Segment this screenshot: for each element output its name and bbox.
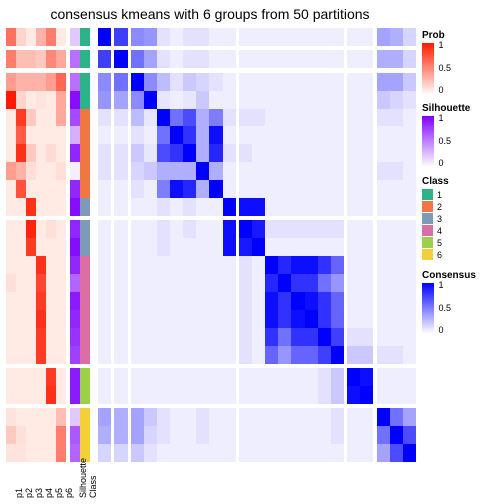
silhouette-col — [70, 28, 80, 462]
class-swatch-row: 4 — [422, 225, 500, 236]
plot-area — [6, 28, 416, 462]
class-swatch-icon — [422, 189, 433, 200]
class-col — [80, 28, 90, 462]
legend-sil-tick: 0 — [439, 158, 444, 168]
legend-prob-gradient — [422, 43, 434, 93]
partition-p6 — [56, 28, 66, 462]
legend-silhouette-gradient — [422, 116, 434, 166]
legend-sil-tick: 0.5 — [439, 136, 452, 146]
legend-consensus-gradient — [422, 283, 434, 333]
class-swatch-icon — [422, 225, 433, 236]
legend-sil-tick: 1 — [439, 113, 444, 123]
class-swatch-row: 3 — [422, 213, 500, 224]
class-swatch-icon — [422, 237, 433, 248]
class-swatch-row: 2 — [422, 201, 500, 212]
legend-prob-tick: 0 — [439, 85, 444, 95]
class-swatch-row: 1 — [422, 189, 500, 200]
legend-consensus: Consensus 1 0.5 0 — [422, 270, 500, 333]
legend-class-title: Class — [422, 176, 500, 187]
consensus-heatmap — [98, 28, 416, 462]
legend-prob-tick: 1 — [439, 40, 444, 50]
legend-cons-tick: 0.5 — [439, 303, 452, 313]
class-swatch-row: 5 — [422, 237, 500, 248]
legend-prob-title: Prob — [422, 30, 500, 41]
class-swatch-label: 6 — [437, 250, 442, 260]
plot-title: consensus kmeans with 6 groups from 50 p… — [0, 6, 420, 22]
legend-cons-tick: 0 — [439, 325, 444, 335]
legend-prob-tick: 0.5 — [439, 63, 452, 73]
partition-p1 — [6, 28, 16, 462]
partition-p4 — [36, 28, 46, 462]
class-swatch-icon — [422, 201, 433, 212]
legend-consensus-title: Consensus — [422, 270, 500, 281]
partition-p2 — [16, 28, 26, 462]
legends-panel: Prob 1 0.5 0 Silhouette 1 0.5 0 Class 1 2… — [422, 30, 500, 343]
legend-cons-tick: 1 — [439, 280, 444, 290]
xlabel-Class: Class — [88, 488, 124, 498]
legend-silhouette-title: Silhouette — [422, 103, 500, 114]
legend-prob: Prob 1 0.5 0 — [422, 30, 500, 93]
x-axis-labels: p1p2p3p4p5p6SilhouetteClass — [6, 466, 90, 502]
class-swatch-label: 2 — [437, 202, 442, 212]
class-swatch-label: 1 — [437, 190, 442, 200]
legend-silhouette: Silhouette 1 0.5 0 — [422, 103, 500, 166]
partition-p3 — [26, 28, 36, 462]
class-swatch-row: 6 — [422, 249, 500, 260]
partition-p5 — [46, 28, 56, 462]
class-swatch-label: 3 — [437, 214, 442, 224]
annotation-columns — [6, 28, 90, 462]
class-swatch-icon — [422, 213, 433, 224]
class-swatch-label: 4 — [437, 226, 442, 236]
class-swatch-label: 5 — [437, 238, 442, 248]
class-swatch-icon — [422, 249, 433, 260]
legend-class: Class 1 2 3 4 5 6 — [422, 176, 500, 260]
